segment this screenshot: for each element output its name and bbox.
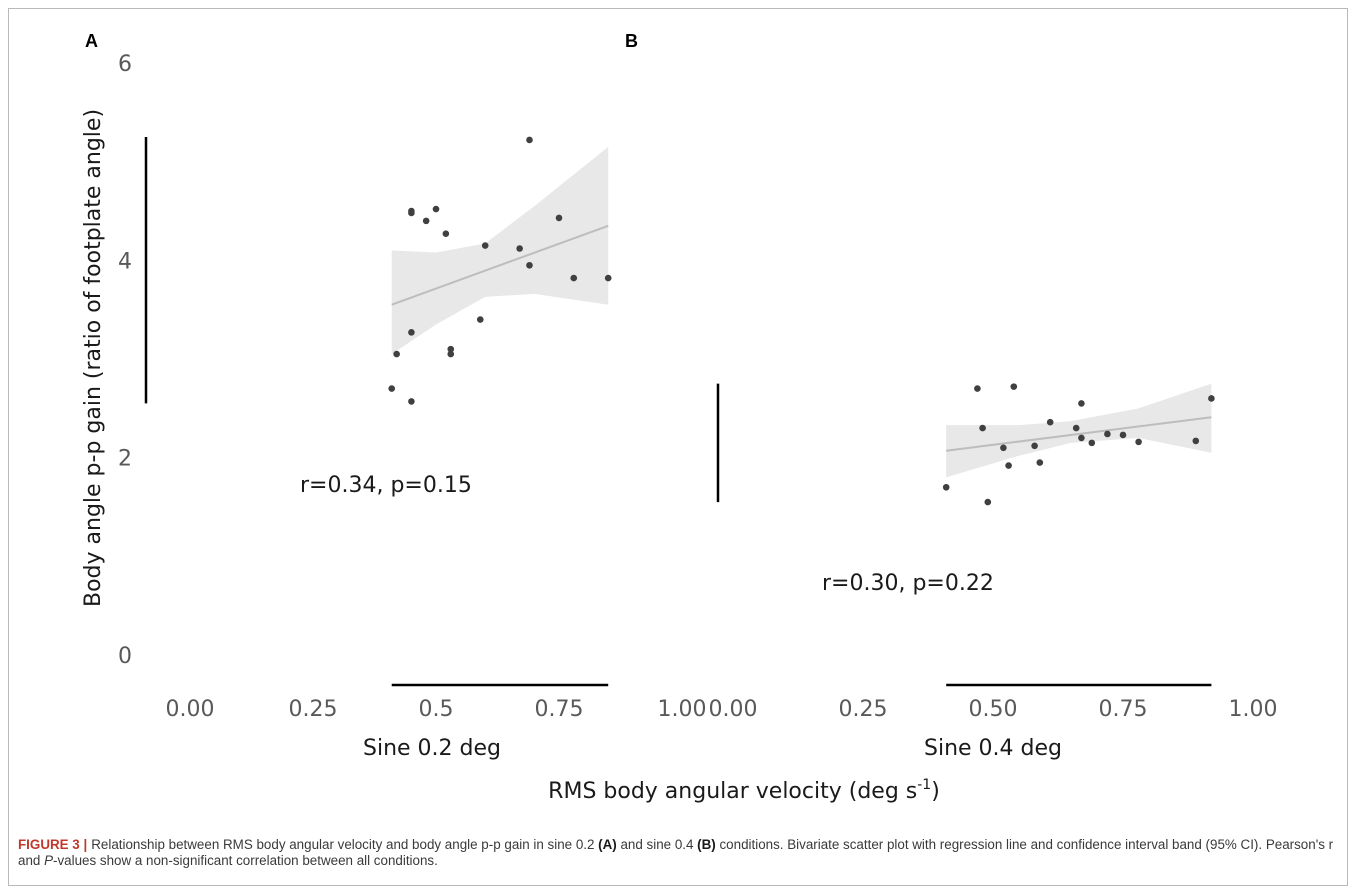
figure-frame [8, 8, 1348, 886]
x-axis-title-main: RMS body angular velocity (deg s [548, 779, 917, 804]
panel-b: 0.00 0.25 0.50 0.75 1.00 Sine 0.4 deg r=0.30, … [625, 31, 1277, 761]
data-point [942, 483, 950, 491]
data-point [1135, 438, 1142, 446]
data-point [1119, 431, 1127, 439]
correlation-annotation: r=0.30, p=0.22 [822, 571, 994, 596]
panel-letter: A [85, 31, 98, 51]
data-point [408, 398, 415, 405]
x-tick-label: 0.75 [1099, 697, 1148, 722]
data-point [604, 274, 612, 282]
caption-ref-b: (B) [697, 837, 716, 852]
confidence-band [391, 146, 609, 355]
x-tick-label: 1.00 [658, 697, 707, 722]
x-axis-title: RMS body angular velocity (deg s-1) [548, 777, 940, 804]
data-point [1072, 424, 1080, 432]
caption-text-4: -values show a non-significant correlati… [53, 853, 438, 868]
data-point [979, 424, 986, 432]
data-point [447, 345, 455, 353]
data-point [432, 205, 440, 213]
data-point [984, 498, 992, 506]
caption-p-italic: P [44, 853, 53, 868]
panel-a: 0.00 0.25 0.5 0.75 1.00 Sine 0.2 deg r=0.34, p… [85, 31, 706, 761]
data-point [1046, 418, 1054, 426]
y-tick-label: 0 [118, 644, 132, 669]
data-point [1078, 400, 1085, 407]
caption-text-3: conditions. Bivariate scatter plot with … [18, 837, 1334, 868]
category-label: Sine 0.2 deg [363, 736, 501, 761]
regression-line [946, 416, 1212, 452]
data-point [408, 329, 415, 336]
data-point [408, 207, 415, 215]
data-point [1104, 430, 1111, 438]
x-axis-title-end: ) [931, 779, 940, 804]
data-point [516, 245, 523, 252]
x-tick-label: 0.00 [709, 697, 758, 722]
caption-text-2: and sine 0.4 [616, 837, 698, 852]
data-point [570, 274, 578, 282]
data-point [393, 350, 400, 358]
data-point [476, 316, 484, 323]
figure-caption: FIGURE 3 | Relationship between RMS body … [18, 837, 1340, 869]
x-tick-label: 1.00 [1229, 697, 1278, 722]
data-point [1031, 442, 1038, 450]
caption-text-1: Relationship between RMS body angular ve… [91, 837, 599, 852]
y-tick-label: 2 [118, 447, 132, 472]
regression-line [391, 224, 609, 306]
data-point [555, 214, 563, 222]
confidence-band [946, 383, 1212, 478]
caption-ref-a: (A) [598, 837, 617, 852]
correlation-annotation: r=0.34, p=0.15 [300, 473, 472, 498]
data-point [1078, 434, 1085, 442]
data-point [447, 350, 455, 358]
panel-letter: B [625, 31, 638, 51]
data-point [1010, 383, 1018, 390]
y-tick-label: 4 [118, 249, 132, 274]
y-axis-ticks: 0 2 4 6 [118, 52, 132, 669]
chart-panels: 0.00 0.25 0.5 0.75 1.00 Sine 0.2 deg r=0.34, p… [85, 31, 1277, 761]
data-point [1208, 395, 1215, 402]
data-point [422, 217, 430, 225]
caption-label: FIGURE 3 | [18, 837, 88, 852]
data-point [388, 385, 396, 392]
x-tick-label: 0.75 [535, 697, 584, 722]
x-tick-label: 0.00 [166, 697, 215, 722]
y-axis-title: Body angle p-p gain (ratio of footplate … [81, 109, 106, 607]
data-point [1036, 459, 1044, 466]
x-axis-title-sup: -1 [917, 777, 931, 793]
data-point [526, 261, 533, 269]
x-tick-label: 0.25 [289, 697, 338, 722]
data-point [1088, 439, 1096, 447]
data-point [1005, 462, 1012, 469]
x-tick-label: 0.5 [419, 697, 454, 722]
data-point [481, 242, 489, 249]
data-point [442, 230, 450, 237]
data-point [1000, 444, 1007, 452]
category-label: Sine 0.4 deg [924, 736, 1062, 761]
y-tick-label: 6 [118, 52, 132, 77]
x-tick-label: 0.50 [969, 697, 1018, 722]
data-point [1192, 437, 1200, 445]
x-tick-label: 0.25 [839, 697, 888, 722]
data-point [974, 385, 981, 392]
data-point [526, 136, 533, 144]
